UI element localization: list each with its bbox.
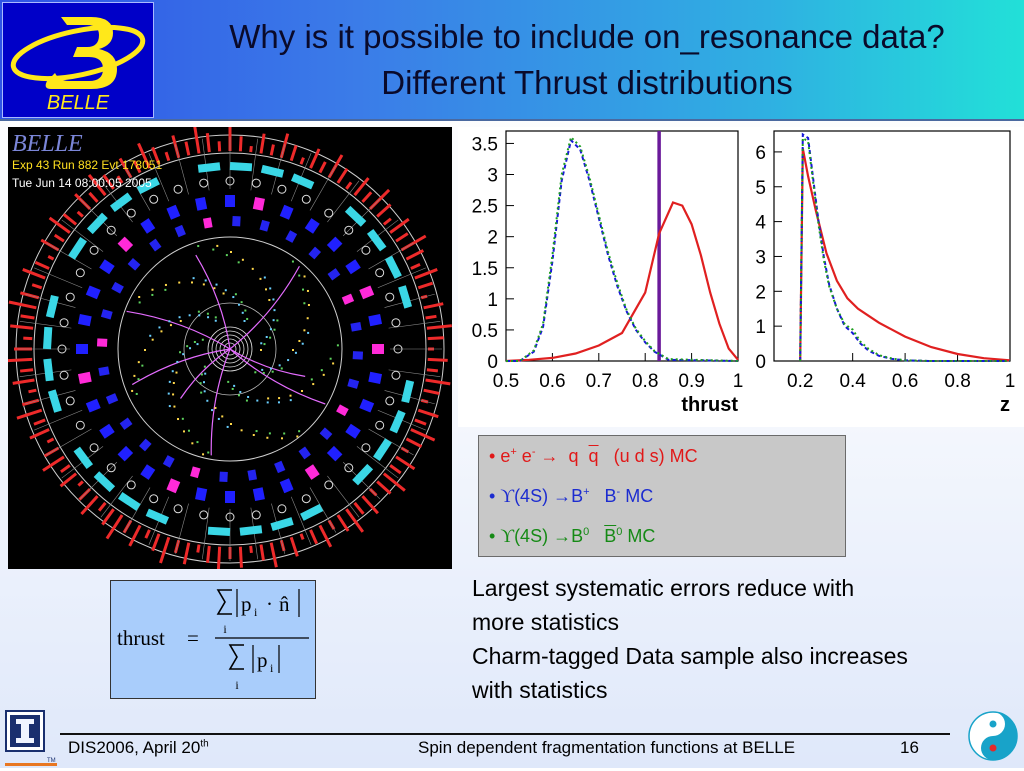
- title-line-2: Different Thrust distributions: [150, 60, 1024, 106]
- den-sum-index: i: [235, 678, 239, 692]
- den-p: p: [257, 648, 268, 672]
- title-line-1: Why is it possible to include on_resonan…: [150, 14, 1024, 60]
- legend-bplus-mc: • ϒ(4S) →B+ B- MC: [489, 486, 653, 508]
- den-p-index: i: [270, 661, 274, 675]
- header-divider: [0, 119, 1024, 121]
- note-line-4: with statistics: [472, 673, 1022, 707]
- footer-conference: DIS2006, April 20th: [68, 738, 209, 758]
- num-p: p: [241, 592, 252, 616]
- legend-b0-mc: • ϒ(4S) →B0 B0 MC: [489, 526, 655, 548]
- y-tick-label: 4: [755, 213, 766, 234]
- y-tick-label: 0: [487, 352, 498, 373]
- y-tick-label: 1: [487, 290, 498, 311]
- formula-equals: =: [187, 626, 199, 650]
- legend-box: • e+ e- → q q (u d s) MC • ϒ(4S) →B+ B- …: [478, 435, 846, 557]
- num-sum-index: i: [223, 622, 227, 636]
- formula-lhs: thrust: [117, 626, 165, 650]
- series-line-1: [800, 135, 1010, 362]
- uiuc-logo: TM: [5, 710, 57, 766]
- logo-text: BELLE: [47, 92, 110, 114]
- yin-yang-logo: [966, 708, 1020, 764]
- event-info-1: Exp 43 Run 882 Evt 178051: [12, 158, 162, 172]
- legend-uds-mc: • e+ e- → q q (u d s) MC: [489, 446, 698, 467]
- y-tick-label: 2: [487, 228, 498, 249]
- event-info-2: Tue Jun 14 08:00:05 2005: [12, 176, 152, 190]
- event-display-image: BELLE Exp 43 Run 882 Evt 178051 Tue Jun …: [8, 127, 452, 569]
- slide-header: BELLE Why is it possible to include on_r…: [0, 0, 1024, 120]
- footer-talk-title: Spin dependent fragmentation functions a…: [418, 738, 795, 758]
- num-p-index: i: [254, 605, 258, 619]
- x-tick-label: 1: [1005, 371, 1016, 392]
- x-tick-label: 0.6: [539, 371, 565, 392]
- note-line-2: more statistics: [472, 605, 1022, 639]
- y-tick-label: 2.5: [472, 197, 498, 218]
- page-number: 16: [900, 738, 919, 758]
- series-line-2: [506, 137, 738, 361]
- note-line-1: Largest systematic errors reduce with: [472, 571, 1022, 605]
- series-line-0: [506, 203, 738, 362]
- y-tick-label: 0.5: [472, 321, 498, 342]
- belle-logo: BELLE: [2, 2, 154, 118]
- x-tick-label: 0.2: [787, 371, 813, 392]
- series-line-1: [506, 140, 738, 361]
- event-label: BELLE: [12, 131, 83, 157]
- x-tick-label: 1: [733, 371, 744, 392]
- note-line-3: Charm-tagged Data sample also increases: [472, 639, 1022, 673]
- x-tick-label: 0.4: [839, 371, 866, 392]
- x-tick-label: 0.7: [586, 371, 612, 392]
- y-tick-label: 2: [755, 282, 766, 303]
- y-tick-label: 3: [487, 166, 498, 187]
- x-tick-label: 0.9: [678, 371, 704, 392]
- y-tick-label: 5: [755, 178, 766, 199]
- x-axis-label: z: [1000, 394, 1010, 416]
- y-tick-label: 1.5: [472, 259, 498, 280]
- z-plot: 0.2 0.4 0.6 0.8 1 0 1 2 3 4 5 6 z: [755, 131, 1015, 416]
- y-tick-label: 3.5: [472, 134, 498, 155]
- thrust-formula: thrust = i p i · n̂ i p i: [110, 580, 316, 699]
- series-line-0: [800, 148, 1010, 361]
- num-dot: ·: [266, 592, 273, 616]
- y-tick-label: 6: [755, 143, 766, 164]
- slide-title: Why is it possible to include on_resonan…: [150, 14, 1024, 106]
- series-line-2: [800, 138, 1010, 361]
- num-n: n̂: [279, 592, 290, 616]
- x-tick-label: 0.8: [944, 371, 970, 392]
- x-tick-label: 0.6: [892, 371, 918, 392]
- x-axis-label: thrust: [681, 394, 738, 416]
- footer-divider: [60, 733, 950, 735]
- y-tick-label: 0: [755, 352, 766, 373]
- y-tick-label: 3: [755, 247, 766, 268]
- y-tick-label: 1: [755, 317, 766, 338]
- x-tick-label: 0.8: [632, 371, 658, 392]
- x-tick-label: 0.5: [493, 371, 519, 392]
- notes-text: Largest systematic errors reduce with mo…: [472, 571, 1022, 707]
